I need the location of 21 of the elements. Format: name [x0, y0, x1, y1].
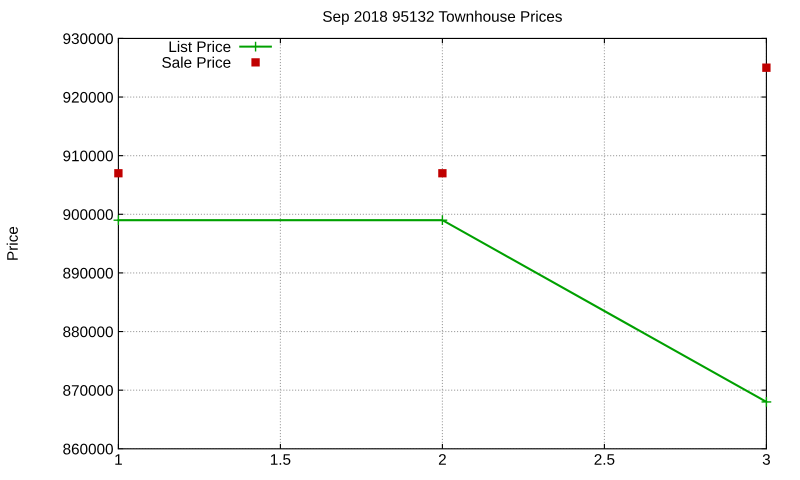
chart-title: Sep 2018 95132 Townhouse Prices — [323, 10, 562, 25]
y-tick-label: 860000 — [63, 444, 113, 454]
x-tick-label: 1.5 — [270, 454, 290, 465]
y-tick-label: 880000 — [63, 326, 113, 338]
point — [762, 64, 771, 72]
y-tick-label: 890000 — [63, 268, 113, 279]
legend-label: Sale Price — [162, 56, 230, 68]
point — [438, 169, 447, 178]
y-tick-label: 870000 — [63, 385, 113, 396]
x-tick-label: 1 — [115, 454, 122, 465]
y-tick-label: 930000 — [63, 33, 113, 44]
y-tick-label: 900000 — [63, 209, 113, 220]
point — [760, 396, 772, 408]
legend-label: List Price — [170, 40, 230, 52]
point — [114, 169, 123, 178]
x-tick-label: 2 — [438, 454, 446, 465]
y-tick-label: 910000 — [63, 150, 113, 162]
x-tick-label: 2.5 — [594, 454, 614, 465]
y-tick-label: 920000 — [63, 92, 113, 103]
y-axis-title: Price — [6, 226, 18, 260]
x-tick-label: 3 — [762, 454, 770, 465]
